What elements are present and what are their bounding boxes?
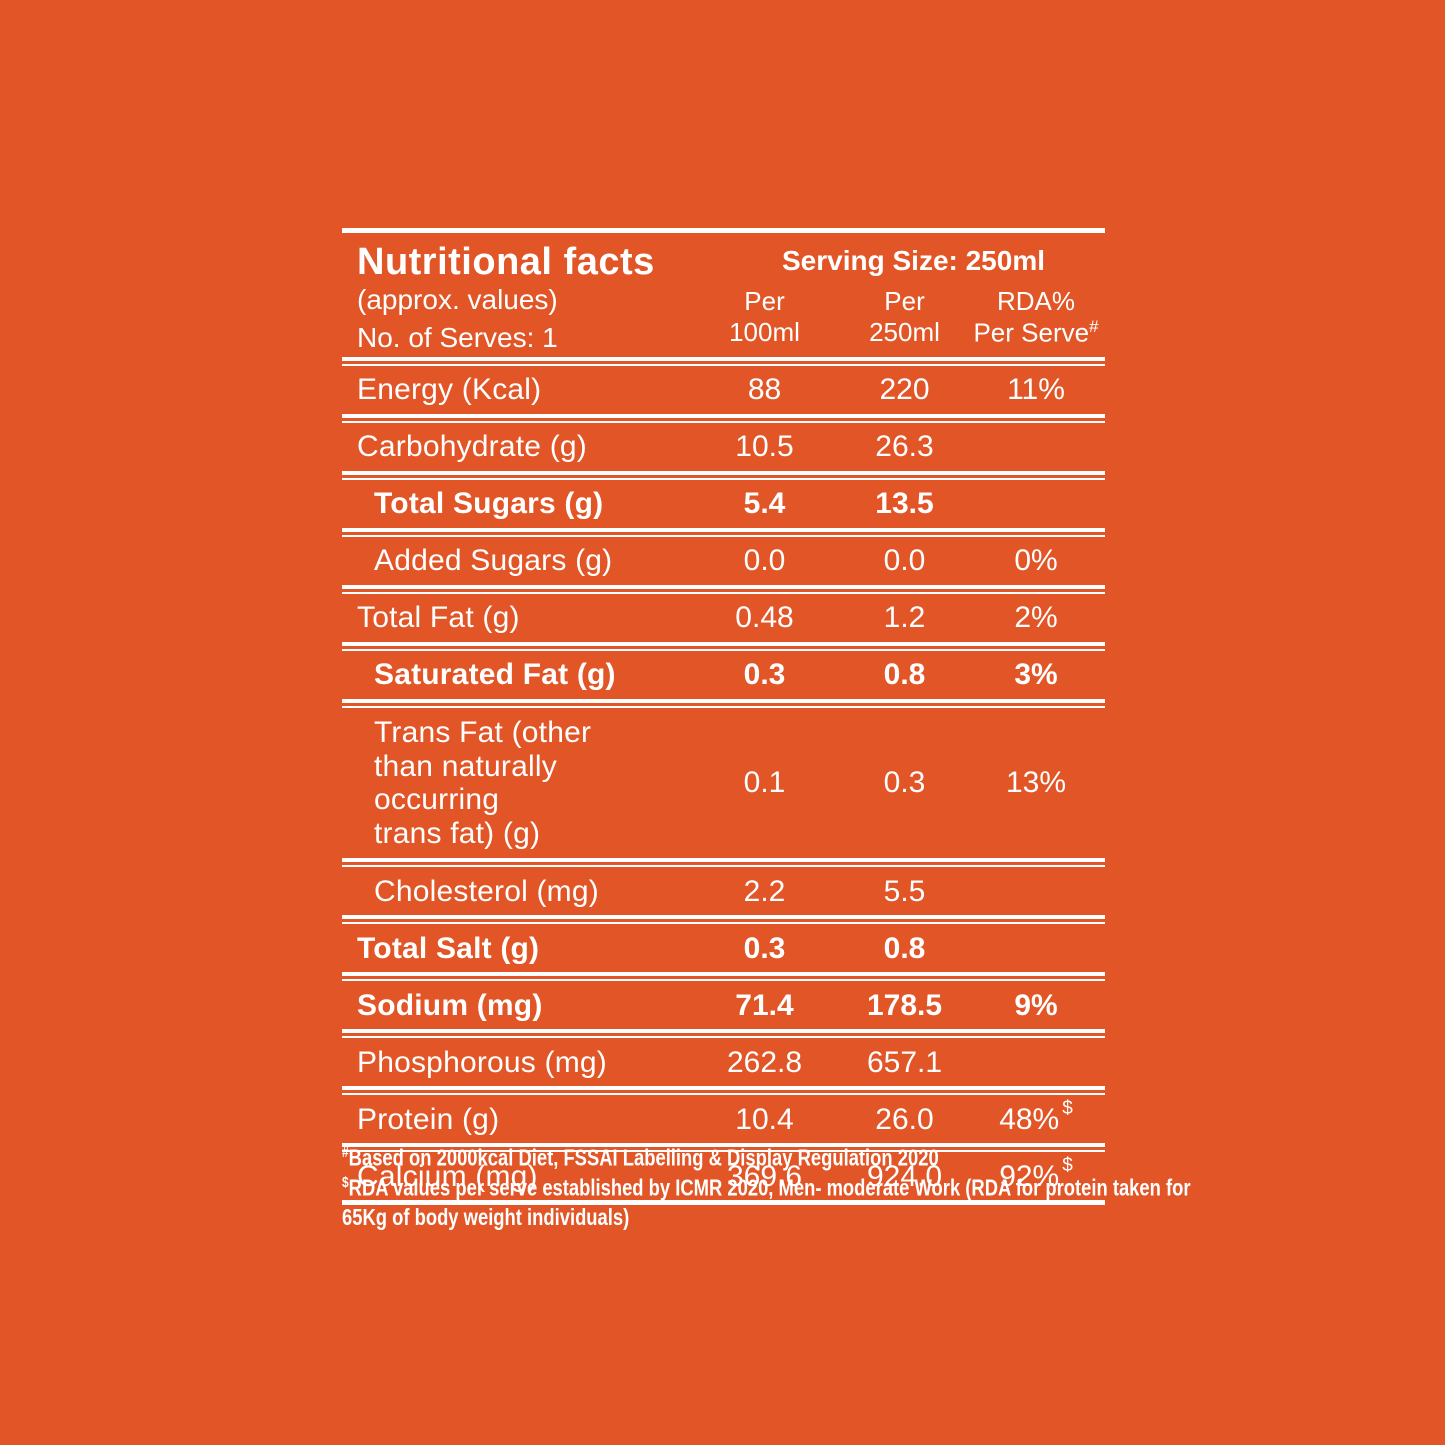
value-rda-percent: 0% bbox=[1014, 544, 1058, 578]
value-per-100ml: 0.3 bbox=[743, 658, 786, 692]
value-per-100ml: 71.4 bbox=[735, 988, 794, 1022]
row-divider bbox=[342, 915, 1105, 925]
table-row: Saturated Fat (g) 0.3 0.8 3% bbox=[342, 651, 1105, 699]
row-divider bbox=[342, 1143, 1105, 1153]
table-row: Calcium (mg) 369.6 924.0 92% $ bbox=[342, 1152, 1105, 1200]
value-per-100ml: 2.2 bbox=[743, 874, 786, 908]
value-rda-percent: 92% $ bbox=[999, 1155, 1073, 1194]
row-label: Cholesterol (mg) bbox=[374, 874, 599, 908]
value-per-250ml: 220 bbox=[879, 373, 930, 407]
row-divider bbox=[342, 642, 1105, 651]
row-label: Total Sugars (g) bbox=[374, 487, 604, 521]
table-top-rule bbox=[342, 228, 1105, 233]
value-per-100ml: 0.3 bbox=[743, 931, 786, 965]
value-per-100ml: 88 bbox=[747, 373, 782, 407]
table-row: Total Fat (g) 0.48 1.2 2% bbox=[342, 594, 1105, 642]
value-rda-percent: 48% $ bbox=[999, 1098, 1073, 1137]
column-headers: Per 100ml Per 250ml RDA% Per Serve# bbox=[687, 286, 1105, 349]
table-row: Added Sugars (g) 0.0 0.0 0% bbox=[342, 537, 1105, 585]
value-per-100ml: 0.1 bbox=[743, 766, 786, 800]
value-per-250ml: 26.3 bbox=[875, 430, 934, 464]
value-per-250ml: 924.0 bbox=[866, 1159, 943, 1193]
header-divider bbox=[342, 357, 1105, 366]
value-per-100ml: 0.48 bbox=[735, 601, 794, 635]
table-row: Sodium (mg) 71.4 178.5 9% bbox=[342, 981, 1105, 1029]
column-header-1: Per 100ml bbox=[729, 285, 800, 348]
row-divider bbox=[342, 699, 1105, 708]
page-title: Nutritional facts bbox=[357, 241, 655, 283]
footnote-marker: # bbox=[342, 1144, 349, 1161]
table-row: Protein (g) 10.4 26.0 48% $ bbox=[342, 1095, 1105, 1143]
table-bottom-rule bbox=[342, 1200, 1105, 1206]
row-label: Protein (g) bbox=[357, 1102, 500, 1136]
row-divider bbox=[342, 528, 1105, 537]
value-rda-percent: 11% bbox=[1007, 373, 1065, 407]
row-label: Total Salt (g) bbox=[357, 931, 540, 965]
serves-count: No. of Serves: 1 bbox=[357, 322, 558, 354]
footnote-2-line-1: $RDA values per serve established by ICM… bbox=[342, 1174, 1191, 1201]
value-rda-percent: 9% bbox=[1014, 988, 1058, 1022]
footnote-2-line-2: 65Kg of body weight individuals) bbox=[342, 1204, 630, 1231]
column-header-3: RDA% Per Serve# bbox=[973, 285, 1099, 348]
value-per-250ml: 0.8 bbox=[883, 658, 926, 692]
rda-superscript: $ bbox=[1062, 1155, 1073, 1177]
value-rda-percent: 3% bbox=[1014, 658, 1058, 692]
table-row: Energy (Kcal) 88 220 11% bbox=[342, 366, 1105, 414]
row-divider bbox=[342, 471, 1105, 480]
table-row: Carbohydrate (g) 10.5 26.3 bbox=[342, 423, 1105, 471]
row-label: Added Sugars (g) bbox=[374, 544, 613, 578]
row-label: Trans Fat (other than naturally occurrin… bbox=[374, 716, 592, 850]
row-divider bbox=[342, 585, 1105, 594]
row-divider bbox=[342, 1029, 1105, 1039]
value-per-250ml: 0.8 bbox=[883, 931, 926, 965]
nutrition-table: Nutritional facts (approx. values) No. o… bbox=[342, 228, 1105, 1206]
row-divider bbox=[342, 858, 1105, 868]
table-row: Phosphorous (mg) 262.8 657.1 bbox=[342, 1038, 1105, 1086]
table-row: Trans Fat (other than naturally occurrin… bbox=[342, 708, 1105, 858]
value-per-100ml: 10.5 bbox=[735, 430, 794, 464]
footnotes: #Based on 2000kcal Diet, FSSAI Labelling… bbox=[342, 1143, 1191, 1233]
row-label: Total Fat (g) bbox=[357, 601, 520, 635]
table-row: Cholesterol (mg) 2.2 5.5 bbox=[342, 867, 1105, 915]
value-rda-percent: 2% bbox=[1014, 601, 1058, 635]
value-per-250ml: 26.0 bbox=[875, 1102, 934, 1136]
footnote-1-line-1: #Based on 2000kcal Diet, FSSAI Labelling… bbox=[342, 1144, 939, 1171]
value-per-250ml: 5.5 bbox=[883, 874, 926, 908]
row-label: Calcium (mg) bbox=[357, 1159, 538, 1193]
value-per-250ml: 0.3 bbox=[883, 766, 926, 800]
value-rda-percent: 13% bbox=[1005, 766, 1067, 800]
row-label: Sodium (mg) bbox=[357, 988, 543, 1022]
value-per-100ml: 0.0 bbox=[743, 544, 786, 578]
row-label: Saturated Fat (g) bbox=[374, 658, 616, 692]
table-header: Nutritional facts (approx. values) No. o… bbox=[342, 233, 1105, 357]
value-per-250ml: 0.0 bbox=[883, 544, 926, 578]
row-divider bbox=[342, 972, 1105, 982]
value-per-100ml: 262.8 bbox=[726, 1045, 803, 1079]
value-per-100ml: 369.6 bbox=[726, 1159, 803, 1193]
value-per-100ml: 5.4 bbox=[743, 487, 786, 521]
row-divider bbox=[342, 1086, 1105, 1096]
value-per-250ml: 1.2 bbox=[883, 601, 926, 635]
table-row: Total Salt (g) 0.3 0.8 bbox=[342, 924, 1105, 972]
row-label: Phosphorous (mg) bbox=[357, 1045, 607, 1079]
column-header-superscript: # bbox=[1089, 317, 1099, 337]
approx-values-note: (approx. values) bbox=[357, 284, 558, 315]
table-row: Total Sugars (g) 5.4 13.5 bbox=[342, 480, 1105, 528]
row-label: Energy (Kcal) bbox=[357, 373, 542, 407]
rda-superscript: $ bbox=[1062, 1098, 1073, 1120]
row-divider bbox=[342, 414, 1105, 423]
value-per-100ml: 10.4 bbox=[735, 1102, 794, 1136]
table-rows: Energy (Kcal) 88 220 11% Carbohydrate (g) 10.… bbox=[342, 366, 1105, 1200]
value-per-250ml: 13.5 bbox=[875, 487, 934, 521]
column-header-2: Per 250ml bbox=[869, 285, 940, 348]
row-label: Carbohydrate (g) bbox=[357, 430, 587, 464]
footnote-marker: $ bbox=[342, 1174, 349, 1192]
header-left-block: Nutritional facts (approx. values) No. o… bbox=[357, 243, 655, 354]
value-per-250ml: 178.5 bbox=[866, 988, 943, 1022]
value-per-250ml: 657.1 bbox=[866, 1045, 943, 1079]
serving-size: Serving Size: 250ml bbox=[782, 245, 1046, 276]
